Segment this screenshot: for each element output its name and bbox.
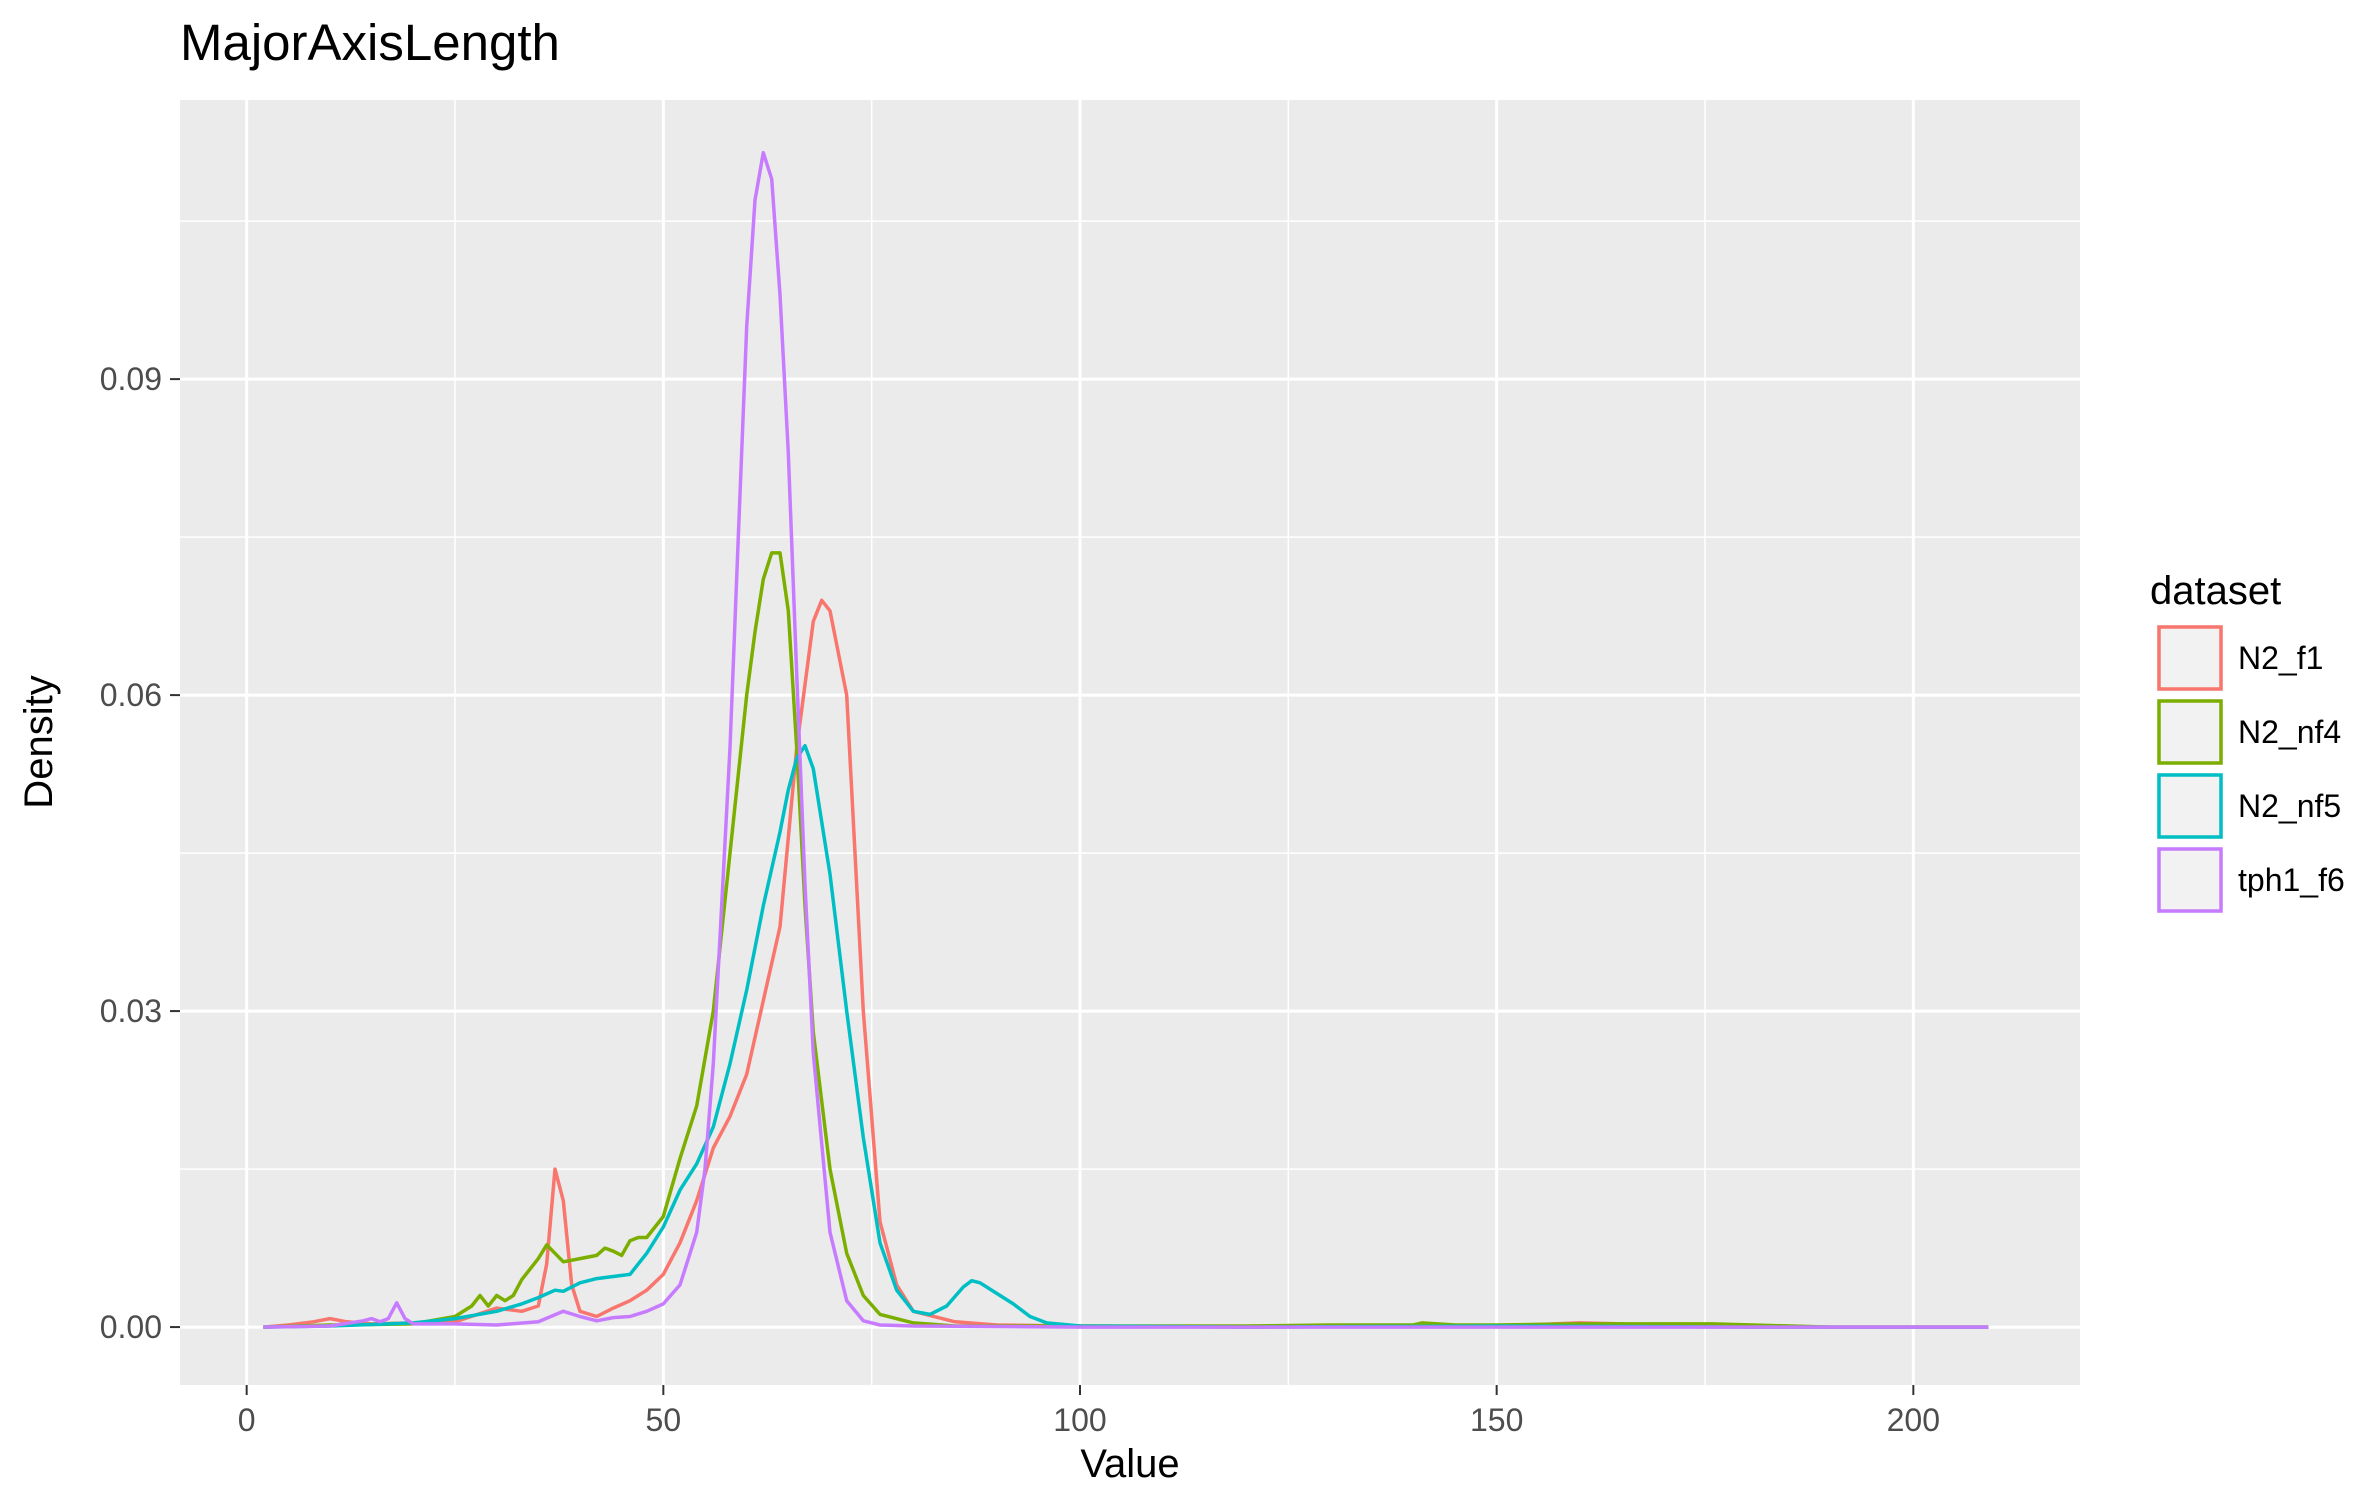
x-tick-label: 200 — [1887, 1402, 1940, 1438]
chart-title: MajorAxisLength — [180, 14, 560, 71]
x-axis-title: Value — [1080, 1442, 1179, 1486]
plot-panel — [180, 100, 2080, 1385]
legend-title: dataset — [2150, 569, 2281, 613]
y-axis: 0.00 0.03 0.06 0.09 — [100, 361, 180, 1345]
legend-key-swatch — [2157, 773, 2223, 839]
x-axis: 0 50 100 150 200 — [238, 1385, 1940, 1438]
legend-key-swatch — [2157, 847, 2223, 913]
x-tick-label: 150 — [1470, 1402, 1523, 1438]
y-axis-title: Density — [17, 675, 61, 808]
legend-key-swatch — [2157, 699, 2223, 765]
legend-key-background — [2157, 773, 2223, 839]
legend-key-background — [2157, 699, 2223, 765]
legend-label: N2_nf5 — [2238, 788, 2341, 824]
legend-key-swatch — [2157, 625, 2223, 691]
y-tick-label: 0.06 — [100, 677, 162, 713]
y-tick-label: 0.09 — [100, 361, 162, 397]
legend-label: tph1_f6 — [2238, 862, 2345, 898]
y-tick-label: 0.00 — [100, 1309, 162, 1345]
legend-label: N2_f1 — [2238, 640, 2323, 676]
y-tick-label: 0.03 — [100, 993, 162, 1029]
series-line-tph1-f6 — [263, 150, 1989, 1329]
legend-key-background — [2157, 847, 2223, 913]
series-line-n2-nf5 — [263, 743, 1989, 1329]
legend-label: N2_nf4 — [2238, 714, 2341, 750]
x-tick-label: 0 — [238, 1402, 256, 1438]
x-tick-label: 50 — [646, 1402, 682, 1438]
legend: dataset N2_f1 N2_nf4 N2_nf5 tph1_f6 — [2150, 569, 2345, 913]
x-tick-label: 100 — [1053, 1402, 1106, 1438]
legend-key-background — [2157, 625, 2223, 691]
density-lines — [263, 150, 1989, 1329]
minor-gridlines — [180, 100, 2080, 1385]
